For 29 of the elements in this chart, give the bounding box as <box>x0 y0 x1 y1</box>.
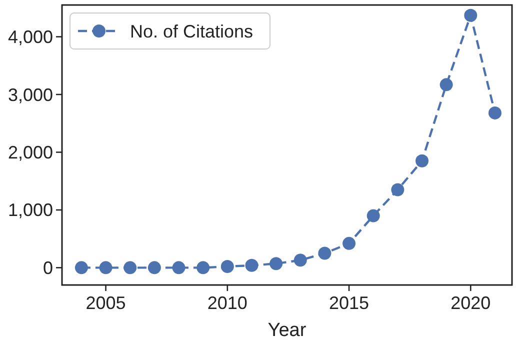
x-tick-label: 2010 <box>207 293 248 313</box>
y-tick-label: 4,000 <box>8 27 53 48</box>
point <box>124 261 137 274</box>
y-tick-label: 2,000 <box>8 142 53 163</box>
point <box>148 261 161 274</box>
point <box>416 154 428 168</box>
x-axis-title: Year <box>268 320 307 341</box>
point <box>488 106 502 120</box>
point <box>196 261 210 274</box>
point <box>294 254 307 267</box>
point <box>391 183 404 196</box>
point <box>74 261 88 274</box>
point <box>172 261 186 274</box>
x-tick-label: 2005 <box>86 293 126 313</box>
point <box>464 8 478 22</box>
point <box>245 258 258 272</box>
point <box>366 209 380 222</box>
point <box>220 260 234 274</box>
x-tick-label: 2015 <box>329 293 370 313</box>
point <box>342 236 356 250</box>
y-tick-label: 3,000 <box>8 84 53 105</box>
point <box>440 78 453 92</box>
y-tick-label: 0 <box>42 258 53 278</box>
point <box>99 261 112 274</box>
x-tick-label: 2020 <box>450 293 491 313</box>
point <box>318 246 332 260</box>
legend-label: No. of Citations <box>130 21 254 42</box>
y-tick-label: 1,000 <box>8 200 53 220</box>
point <box>270 257 283 270</box>
